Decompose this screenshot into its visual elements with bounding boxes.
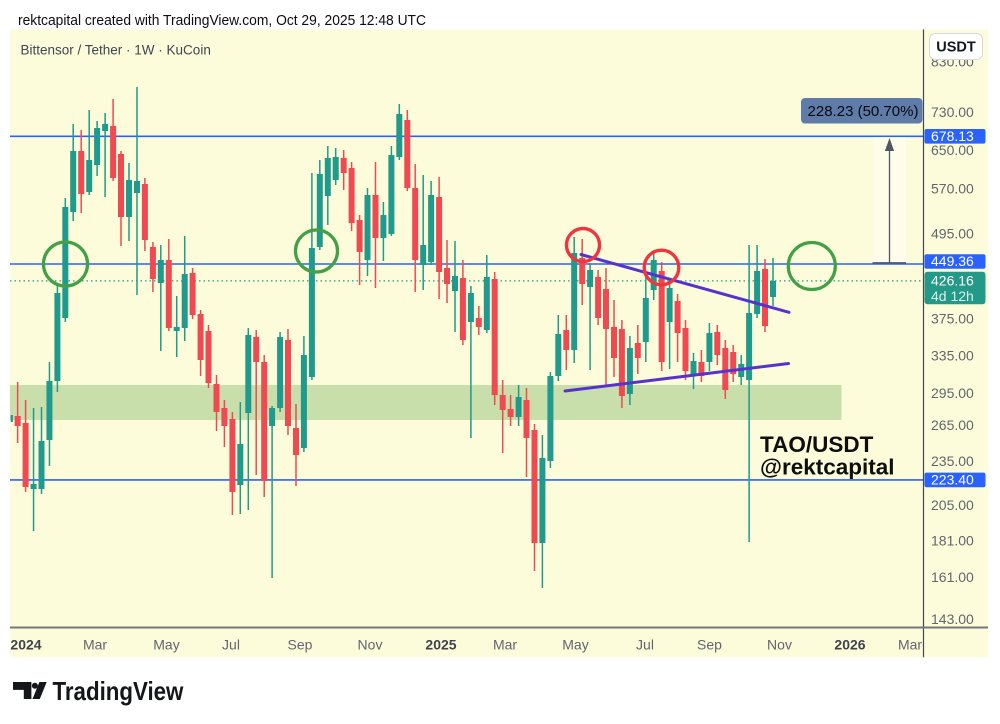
svg-text:228.23 (50.70%): 228.23 (50.70%) xyxy=(808,103,919,120)
svg-text:161.00: 161.00 xyxy=(931,569,974,585)
svg-text:USDT: USDT xyxy=(936,40,976,56)
svg-text:205.00: 205.00 xyxy=(931,497,974,513)
svg-text:Sep: Sep xyxy=(288,637,313,653)
svg-text:Bittensor / Tether · 1W · KuCo: Bittensor / Tether · 1W · KuCoin xyxy=(21,43,211,58)
svg-text:4d 12h: 4d 12h xyxy=(931,288,974,304)
svg-text:235.00: 235.00 xyxy=(931,453,974,469)
svg-text:@rektcapital: @rektcapital xyxy=(760,455,895,480)
svg-text:2025: 2025 xyxy=(425,637,456,653)
svg-text:2024: 2024 xyxy=(10,637,41,653)
svg-text:426.16: 426.16 xyxy=(931,272,974,288)
svg-text:Mar: Mar xyxy=(898,637,922,653)
svg-text:295.00: 295.00 xyxy=(931,385,974,401)
svg-text:181.00: 181.00 xyxy=(931,532,974,548)
svg-text:143.00: 143.00 xyxy=(931,611,974,627)
svg-text:Mar: Mar xyxy=(493,637,517,653)
svg-text:Sep: Sep xyxy=(697,637,722,653)
svg-text:TradingView: TradingView xyxy=(53,678,184,707)
svg-text:Nov: Nov xyxy=(358,637,383,653)
svg-text:Jul: Jul xyxy=(222,637,240,653)
svg-text:Jul: Jul xyxy=(636,637,654,653)
svg-text:449.36: 449.36 xyxy=(931,253,974,269)
svg-text:375.00: 375.00 xyxy=(931,311,974,327)
svg-text:May: May xyxy=(153,637,179,653)
svg-text:335.00: 335.00 xyxy=(931,347,974,363)
svg-text:678.13: 678.13 xyxy=(931,128,974,144)
svg-text:Nov: Nov xyxy=(767,637,792,653)
svg-text:495.00: 495.00 xyxy=(931,226,974,242)
svg-text:265.00: 265.00 xyxy=(931,417,974,433)
svg-text:May: May xyxy=(562,637,588,653)
svg-text:223.40: 223.40 xyxy=(931,472,974,488)
svg-text:730.00: 730.00 xyxy=(931,104,974,120)
svg-text:Mar: Mar xyxy=(83,637,107,653)
svg-text:2026: 2026 xyxy=(834,637,865,653)
svg-text:650.00: 650.00 xyxy=(931,142,974,158)
svg-text:570.00: 570.00 xyxy=(931,181,974,197)
svg-text:rektcapital created with Tradi: rektcapital created with TradingView.com… xyxy=(18,12,426,29)
svg-text:TAO/USDT: TAO/USDT xyxy=(760,432,874,457)
